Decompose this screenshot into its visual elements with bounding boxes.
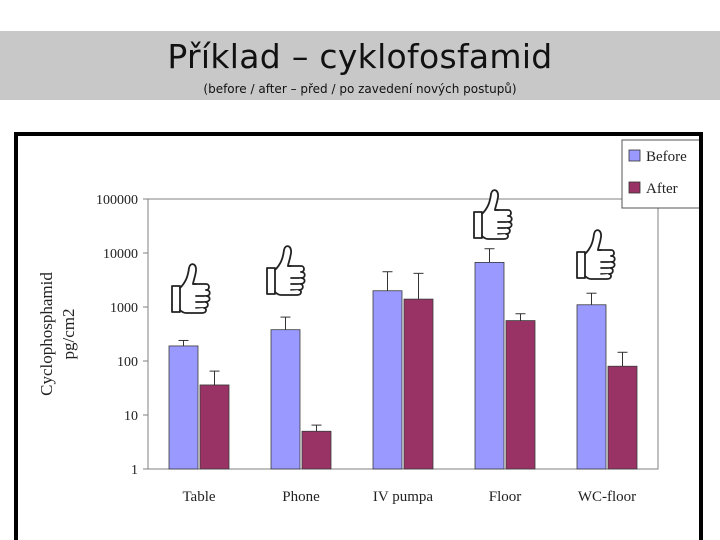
slide-subtitle: (before / after – před / po zavedení nov… bbox=[203, 82, 517, 96]
legend-swatch-before bbox=[628, 149, 641, 162]
x-category-label: IV pumpa bbox=[373, 489, 433, 505]
x-category-label: Table bbox=[182, 489, 215, 505]
y-axis-title: Cyclophosphamid bbox=[37, 272, 56, 396]
bar-after-floor bbox=[505, 320, 536, 470]
title-band: Příklad – cyklofosfamid (before / after … bbox=[0, 31, 720, 100]
bar-before-phone bbox=[270, 329, 301, 470]
x-category-label: WC-floor bbox=[578, 489, 636, 505]
y-tick-label: 100000 bbox=[96, 193, 138, 208]
bar-before-floor bbox=[474, 261, 505, 470]
y-tick-label: 10 bbox=[124, 409, 138, 424]
bar-after-iv-pumpa bbox=[403, 298, 434, 470]
slide-title: Příklad – cyklofosfamid bbox=[167, 37, 553, 76]
legend-label-after: After bbox=[646, 181, 678, 197]
y-tick-label: 1000 bbox=[110, 301, 138, 316]
bar-after-phone bbox=[301, 430, 332, 470]
y-tick-label: 100 bbox=[117, 355, 138, 370]
bar-before-table bbox=[168, 345, 199, 470]
bar-before-iv-pumpa bbox=[372, 290, 403, 470]
legend-label-before: Before bbox=[646, 149, 687, 165]
chart-frame: 100000 10000 1000 100 10 1 Cyclophosphamid pg/c… bbox=[14, 132, 703, 540]
plot-area bbox=[147, 198, 659, 470]
bar-chart: 100000 10000 1000 100 10 1 Cyclophosphamid pg/c… bbox=[37, 139, 699, 505]
x-category-label: Phone bbox=[282, 489, 320, 505]
thumbs-up-icon bbox=[473, 189, 513, 240]
y-tick-label: 1 bbox=[131, 463, 138, 478]
chart-area: 100000 10000 1000 100 10 1 Cyclophosphamid pg/c… bbox=[18, 136, 699, 540]
x-category-label: Floor bbox=[489, 489, 522, 505]
thumbs-up-icon bbox=[266, 245, 306, 296]
bar-after-wc-floor bbox=[607, 365, 638, 470]
y-tick-label: 10000 bbox=[103, 247, 138, 262]
y-axis-unit: pg/cm2 bbox=[59, 309, 78, 360]
bar-after-table bbox=[199, 384, 230, 470]
thumbs-up-icon bbox=[171, 263, 211, 314]
thumbs-up-icon bbox=[576, 229, 616, 280]
legend-swatch-after bbox=[628, 181, 641, 194]
bar-before-wc-floor bbox=[576, 304, 607, 470]
